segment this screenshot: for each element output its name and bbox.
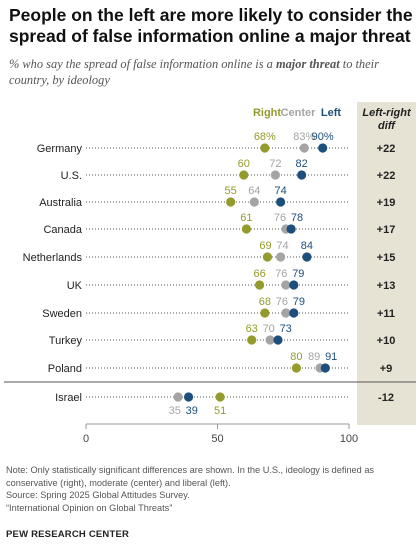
- value-label-australia-left: 74: [274, 185, 286, 197]
- country-label-australia: Australia: [39, 197, 83, 209]
- country-label-germany: Germany: [37, 143, 83, 155]
- diff-netherlands: +15: [377, 252, 396, 264]
- value-label-netherlands-left: 84: [301, 240, 313, 252]
- value-label-israel-right: 51: [214, 405, 226, 417]
- value-label-u-s-center: 72: [269, 158, 281, 170]
- value-label-u-s-right: 60: [238, 158, 250, 170]
- dot-australia-center: [249, 197, 259, 207]
- diff-poland: +9: [380, 363, 393, 375]
- x-tick-label-50: 50: [211, 433, 223, 445]
- country-label-poland: Poland: [48, 363, 82, 375]
- country-label-turkey: Turkey: [49, 335, 83, 347]
- dot-germany-center: [299, 143, 309, 153]
- diff-canada: +17: [377, 224, 396, 236]
- country-label-canada: Canada: [43, 224, 82, 236]
- value-label-israel-left: 39: [186, 405, 198, 417]
- country-label-netherlands: Netherlands: [23, 252, 83, 264]
- diff-header: Left-right diff: [362, 107, 411, 132]
- value-label-canada-left: 78: [291, 212, 303, 224]
- subtitle-start: % who say the spread of false informatio…: [9, 57, 276, 71]
- dot-u-s-center: [270, 170, 280, 180]
- dot-u-s-right: [239, 170, 249, 180]
- dot-sweden-right: [260, 308, 270, 318]
- notes: Note: Only statistically significant dif…: [6, 464, 416, 514]
- dot-australia-right: [226, 197, 236, 207]
- note-line-1: Note: Only statistically significant dif…: [6, 465, 375, 475]
- country-label-uk: UK: [67, 280, 83, 292]
- dot-sweden-left: [289, 308, 299, 318]
- dot-australia-left: [276, 197, 286, 207]
- diff-uk: +13: [377, 280, 396, 292]
- dot-turkey-right: [247, 335, 257, 345]
- legend-right: Right: [253, 107, 281, 119]
- diff-sweden: +11: [377, 308, 395, 320]
- dot-chart: Right Center Left Germany +22 68% 83%90% U.S. +2…: [4, 107, 416, 445]
- dot-israel-right: [215, 392, 225, 402]
- dot-germany-left: [318, 143, 328, 153]
- legend-left: Left: [321, 107, 342, 119]
- value-label-uk-left: 79: [292, 268, 304, 280]
- dot-germany-right: [260, 143, 270, 153]
- value-label-turkey-center: 70: [263, 323, 275, 335]
- value-label-germany-center: 83%: [293, 131, 315, 143]
- value-label-netherlands-center: 74: [276, 240, 288, 252]
- dot-israel-center: [173, 392, 183, 402]
- value-label-australia-center: 64: [248, 185, 260, 197]
- value-label-australia-right: 55: [225, 185, 237, 197]
- value-label-canada-right: 61: [240, 212, 252, 224]
- value-label-sweden-center: 76: [276, 296, 288, 308]
- dot-u-s-left: [297, 170, 307, 180]
- dot-netherlands-left: [302, 252, 312, 262]
- value-label-sweden-left: 79: [293, 296, 305, 308]
- organization-name: PEW RESEARCH CENTER: [6, 529, 130, 540]
- report-line: “International Opinion on Global Threats…: [6, 502, 173, 513]
- dot-uk-center: [281, 280, 291, 290]
- diff-u-s: +22: [377, 170, 396, 182]
- x-tick-label-100: 100: [340, 433, 358, 445]
- subtitle-end: to their country, by ideology: [9, 57, 379, 87]
- value-label-uk-right: 66: [253, 268, 265, 280]
- x-tick-label-0: 0: [83, 433, 89, 445]
- dot-turkey-center: [265, 335, 275, 345]
- dot-netherlands-right: [262, 252, 273, 262]
- value-label-turkey-right: 63: [246, 323, 258, 335]
- subtitle-emphasis: major threat: [275, 57, 340, 71]
- country-label-sweden: Sweden: [42, 308, 82, 320]
- value-label-canada-center: 76: [274, 212, 286, 224]
- value-label-u-s-left: 82: [296, 158, 308, 170]
- dot-netherlands-center: [276, 252, 286, 262]
- value-label-poland-center: 89: [308, 351, 320, 363]
- diff-panel: [357, 102, 416, 425]
- value-label-turkey-left: 73: [280, 323, 292, 335]
- dot-israel-left: [183, 392, 194, 402]
- value-label-germany-left: 90%: [312, 131, 334, 143]
- note-line-2: conservative (right), moderate (center) …: [6, 477, 231, 488]
- value-label-germany-right: 68%: [254, 131, 276, 143]
- chart-title: People on the left are more likely to co…: [9, 5, 413, 46]
- diff-australia: +19: [377, 197, 396, 209]
- value-label-poland-left: 91: [325, 351, 337, 363]
- diff-turkey: +10: [377, 335, 396, 347]
- value-label-sweden-right: 68: [259, 296, 271, 308]
- dot-poland-left: [320, 363, 330, 373]
- dot-turkey-left: [273, 335, 283, 345]
- legend-center: Center: [281, 107, 317, 119]
- dot-sweden-center: [281, 308, 291, 318]
- dot-canada-right: [241, 224, 252, 234]
- dot-poland-right: [291, 363, 301, 373]
- diff-israel: -12: [378, 392, 394, 404]
- country-label-israel: Israel: [55, 392, 82, 404]
- diff-germany: +22: [377, 143, 396, 155]
- dot-uk-right: [254, 280, 265, 290]
- value-label-poland-right: 80: [290, 351, 302, 363]
- value-label-israel-center: 35: [169, 405, 181, 417]
- chart-subtitle: % who say the spread of false informatio…: [9, 56, 414, 88]
- dot-canada-left: [286, 224, 296, 234]
- source-line: Source: Spring 2025 Global Attitudes Sur…: [6, 490, 190, 500]
- dot-uk-left: [289, 280, 299, 290]
- value-label-uk-center: 76: [275, 268, 287, 280]
- country-label-u-s: U.S.: [61, 170, 82, 182]
- value-label-netherlands-right: 69: [259, 240, 271, 252]
